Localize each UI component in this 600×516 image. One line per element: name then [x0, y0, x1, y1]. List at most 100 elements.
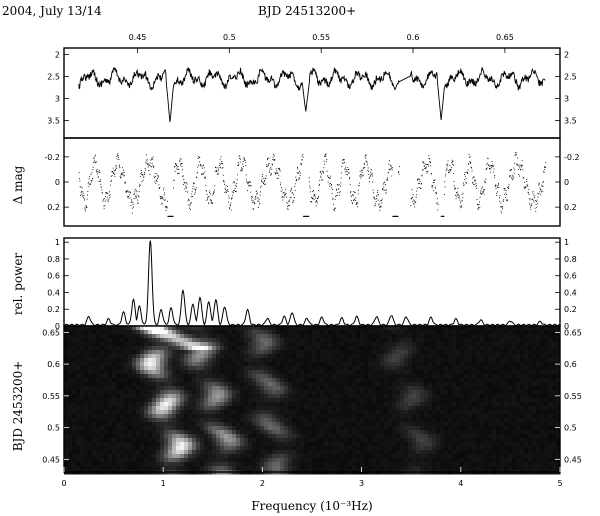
heatmap-cell	[404, 346, 409, 351]
heatmap-cell	[508, 382, 513, 387]
heatmap-cell	[216, 398, 221, 403]
detrended-point	[272, 159, 274, 160]
heatmap-cell	[336, 362, 341, 367]
heatmap-cell	[456, 434, 461, 439]
detrended-point	[452, 164, 454, 165]
heatmap-cell	[528, 418, 533, 423]
heatmap-cell	[140, 330, 145, 335]
heatmap-cell	[380, 334, 385, 339]
heatmap-cell	[364, 414, 369, 419]
heatmap-cell	[408, 434, 413, 439]
heatmap-cell	[492, 430, 497, 435]
heatmap-cell	[168, 386, 173, 391]
heatmap-cell	[476, 374, 481, 379]
heatmap-cell	[436, 378, 441, 383]
heatmap-cell	[556, 426, 561, 431]
heatmap-cell	[332, 354, 337, 359]
heatmap-cell	[116, 350, 121, 355]
detrended-point	[156, 180, 157, 181]
heatmap-cell	[300, 350, 305, 355]
detrended-point	[148, 170, 150, 171]
heatmap-cell	[156, 390, 161, 395]
heatmap-cell	[144, 426, 149, 431]
heatmap-cell	[332, 402, 337, 407]
heatmap-cell	[528, 362, 533, 367]
heatmap-cell	[492, 378, 497, 383]
detrended-point	[127, 196, 128, 198]
heatmap-cell	[104, 418, 109, 423]
heatmap-cell	[528, 334, 533, 339]
heatmap-cell	[284, 414, 289, 419]
heatmap-cell	[232, 422, 237, 427]
heatmap-cell	[324, 330, 329, 335]
heatmap-cell	[480, 406, 485, 411]
heatmap-cell	[132, 378, 137, 383]
detrended-point	[80, 194, 81, 196]
heatmap-cell	[524, 386, 529, 391]
heatmap-cell	[124, 346, 129, 351]
heatmap-cell	[492, 402, 497, 407]
heatmap-cell	[504, 382, 509, 387]
heatmap-cell	[88, 366, 93, 371]
heatmap-cell	[104, 342, 109, 347]
detrended-point	[103, 205, 105, 207]
heatmap-cell	[420, 398, 425, 403]
heatmap-cell	[392, 414, 397, 419]
heatmap-cell	[136, 434, 141, 439]
detrended-point	[545, 162, 547, 163]
heatmap-cell	[504, 398, 509, 403]
heatmap-cell	[528, 426, 533, 431]
heatmap-cell	[84, 374, 89, 379]
heatmap-cell	[116, 434, 121, 439]
detrended-point	[377, 199, 379, 201]
heatmap-cell	[532, 358, 537, 363]
heatmap-cell	[268, 338, 273, 343]
heatmap-cell	[388, 422, 393, 427]
heatmap-cell	[452, 374, 457, 379]
heatmap-cell	[456, 418, 461, 423]
heatmap-cell	[108, 430, 113, 435]
heatmap-cell	[176, 354, 181, 359]
heatmap-cell	[380, 346, 385, 351]
heatmap-cell	[524, 346, 529, 351]
heatmap-cell	[260, 330, 265, 335]
heatmap-cell	[104, 346, 109, 351]
heatmap-cell	[340, 430, 345, 435]
heatmap-cell	[304, 342, 309, 347]
heatmap-cell	[260, 346, 265, 351]
detrended-point	[217, 170, 219, 172]
heatmap-cell	[248, 402, 253, 407]
detrended-point	[526, 184, 528, 186]
heatmap-cell	[548, 334, 553, 339]
detrended-point	[83, 197, 85, 199]
heatmap-cell	[240, 362, 245, 367]
heatmap-cell	[292, 366, 297, 371]
heatmap-cell	[480, 374, 485, 379]
heatmap-cell	[164, 346, 169, 351]
heatmap-cell	[276, 374, 281, 379]
heatmap-cell	[244, 338, 249, 343]
heatmap-cell	[360, 418, 365, 423]
detrended-point	[99, 172, 101, 173]
detrended-point	[241, 168, 243, 170]
detrended-point	[341, 166, 343, 167]
heatmap-cell	[168, 410, 173, 415]
heatmap-cell	[304, 438, 309, 443]
heatmap-cell	[436, 382, 441, 387]
detrended-point	[207, 198, 208, 200]
heatmap-cell	[172, 366, 177, 371]
heatmap-cell	[360, 426, 365, 431]
heatmap-cell	[276, 334, 281, 339]
detrended-point	[355, 200, 356, 202]
heatmap-cell	[112, 366, 117, 371]
heatmap-cell	[104, 330, 109, 335]
detrended-point	[312, 198, 313, 200]
heatmap-cell	[216, 326, 221, 331]
heatmap-cell	[88, 390, 93, 395]
heatmap-cell	[80, 346, 85, 351]
heatmap-cell	[516, 414, 521, 419]
detrended-point	[253, 208, 254, 210]
detrended-point	[274, 172, 276, 174]
heatmap-cell	[504, 374, 509, 379]
detrended-point	[181, 166, 183, 167]
